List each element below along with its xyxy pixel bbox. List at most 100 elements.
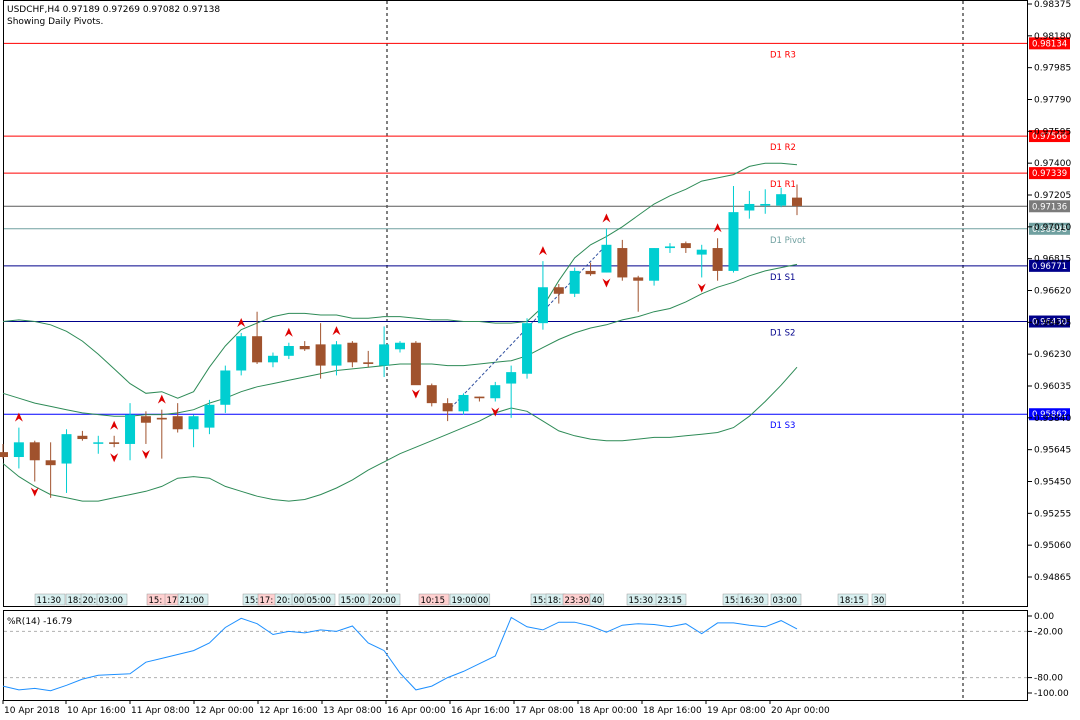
fractal-up-arrow bbox=[602, 213, 611, 223]
candle-body bbox=[585, 270, 596, 275]
candle-body bbox=[109, 442, 120, 444]
candle-body bbox=[125, 414, 136, 444]
main-chart-frame bbox=[3, 0, 1028, 607]
time-tick-label: 19 Apr 08:00 bbox=[707, 706, 766, 716]
time-tick-label: 16 Apr 16:00 bbox=[451, 706, 510, 716]
pivot-price-tag bbox=[1029, 167, 1070, 180]
session-label-text: 20:00 bbox=[372, 596, 397, 606]
candle-body bbox=[188, 416, 199, 430]
session-label-text: 05:00 bbox=[307, 596, 332, 606]
session-label-text: 20: bbox=[277, 596, 291, 606]
candle-body bbox=[29, 442, 40, 461]
session-label-text: 10:15 bbox=[421, 596, 446, 606]
candle-body bbox=[649, 248, 660, 281]
session-label-text: 18: bbox=[548, 596, 562, 606]
candle-body bbox=[442, 403, 453, 412]
candle-body bbox=[379, 344, 390, 366]
session-label-text: 00 bbox=[478, 596, 489, 606]
price-tick-label: 0.97790 bbox=[1034, 96, 1071, 106]
session-label-box bbox=[770, 593, 802, 606]
fractal-down-arrow bbox=[697, 283, 706, 293]
time-tick-label: 10 Apr 2018 bbox=[4, 706, 60, 716]
candle-body bbox=[331, 344, 342, 366]
price-tick-label: 0.98375 bbox=[1034, 0, 1071, 10]
pivot-price-tag bbox=[1029, 37, 1070, 50]
pivot-price-tag bbox=[1029, 259, 1070, 272]
time-tick-label: 20 Apr 00:00 bbox=[771, 706, 830, 716]
candle-body bbox=[172, 416, 183, 430]
pivot-price-tag bbox=[1029, 315, 1070, 328]
candle-body bbox=[680, 243, 691, 249]
session-label-box bbox=[475, 593, 491, 606]
bollinger-lower bbox=[2, 366, 798, 502]
time-axis: 10 Apr 2018 10 Apr 16:00 11 Apr 08:00 12 Ap… bbox=[2, 700, 830, 716]
pivot-label: D1 S3 bbox=[770, 421, 795, 431]
price-tick-label: 0.96815 bbox=[1034, 255, 1071, 265]
price-tick-label: 0.97400 bbox=[1034, 159, 1071, 169]
candle-body bbox=[0, 452, 8, 458]
candle-body bbox=[490, 385, 501, 399]
indicator-frame bbox=[3, 610, 1028, 701]
candle-body bbox=[347, 342, 358, 363]
time-tick-label: 16 Apr 00:00 bbox=[387, 706, 446, 716]
candle-body bbox=[506, 372, 517, 384]
price-tick-label: 0.97985 bbox=[1034, 64, 1071, 74]
session-label-box bbox=[369, 593, 401, 606]
wpr-level-label: -80.00 bbox=[1034, 674, 1063, 684]
candle-body bbox=[236, 336, 247, 371]
session-label-text: 15: bbox=[149, 596, 163, 606]
candle-body bbox=[712, 248, 723, 271]
candle-body bbox=[140, 416, 151, 423]
candle-body bbox=[395, 342, 405, 350]
session-labels: 11:30 18: 20: 03:00 15: 17: 21:00 15: 17: 20: 00: 0… bbox=[34, 593, 887, 606]
candle-body bbox=[760, 203, 771, 206]
fractal-markers bbox=[14, 213, 722, 497]
price-tick-label: 0.95255 bbox=[1034, 509, 1071, 519]
wpr-level-label: -20.00 bbox=[1034, 627, 1063, 637]
pivots-subtitle: Showing Daily Pivots. bbox=[7, 17, 103, 27]
session-label-text: 40 bbox=[592, 596, 603, 606]
symbol-info: USDCHF,H4 0.97189 0.97269 0.97082 0.9713… bbox=[7, 5, 220, 15]
candle-body bbox=[426, 385, 437, 404]
candle-body bbox=[363, 362, 374, 364]
current-price-tag bbox=[1029, 200, 1070, 213]
fractal-down-arrow bbox=[411, 389, 420, 399]
candle-body bbox=[283, 346, 294, 356]
session-label-box bbox=[837, 593, 869, 606]
price-tick-label: 0.95450 bbox=[1034, 478, 1071, 488]
session-label-box bbox=[871, 593, 887, 606]
price-tick-label: 0.98180 bbox=[1034, 32, 1071, 42]
bollinger-bands bbox=[2, 162, 798, 502]
session-label-text: 03:00 bbox=[99, 596, 124, 606]
fractal-up-arrow bbox=[538, 246, 547, 256]
session-label-text: 17: bbox=[167, 596, 181, 606]
session-label-box bbox=[177, 593, 209, 606]
candle-body bbox=[522, 323, 533, 374]
price-tick-label: 0.95840 bbox=[1034, 414, 1071, 424]
session-label-text: 15:00 bbox=[341, 596, 366, 606]
fractal-up-arrow bbox=[14, 412, 23, 422]
candle-body bbox=[601, 244, 612, 273]
indicator-label: %R(14) -16.79 bbox=[7, 617, 72, 627]
fractal-up-arrow bbox=[237, 317, 246, 327]
session-label-text: 23:15 bbox=[658, 596, 683, 606]
price-tick-label: 0.95645 bbox=[1034, 446, 1071, 456]
candle-body bbox=[252, 336, 263, 363]
candle-body bbox=[553, 287, 564, 294]
price-tick-label: 0.95060 bbox=[1034, 541, 1071, 551]
session-label-text: 11:30 bbox=[37, 596, 62, 606]
pivot-label: D1 R3 bbox=[770, 50, 796, 60]
pivot-price-label: 0.97566 bbox=[1032, 132, 1067, 142]
fractal-down-arrow bbox=[141, 449, 150, 459]
price-tick-label: 0.96035 bbox=[1034, 382, 1071, 392]
session-label-box bbox=[96, 593, 128, 606]
fractal-down-arrow bbox=[30, 487, 39, 497]
fractal-up-arrow bbox=[713, 223, 722, 233]
pivot-price-label: 0.97339 bbox=[1032, 169, 1067, 179]
time-tick-label: 12 Apr 00:00 bbox=[195, 706, 254, 716]
pivot-price-label: 0.98134 bbox=[1032, 39, 1067, 49]
candle-body bbox=[696, 249, 707, 255]
time-tick-label: 12 Apr 16:00 bbox=[259, 706, 318, 716]
session-label-box bbox=[589, 593, 605, 606]
